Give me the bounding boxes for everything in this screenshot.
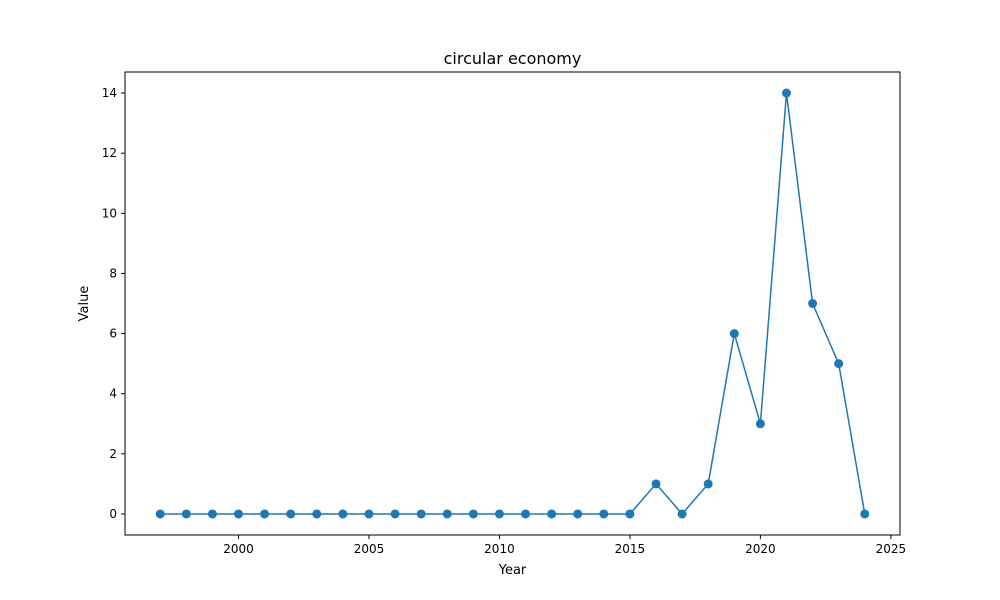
data-point — [390, 509, 400, 519]
data-point — [547, 509, 557, 519]
data-point — [416, 509, 426, 519]
data-point — [808, 299, 818, 308]
data-point — [338, 509, 348, 519]
y-axis-label: Value — [77, 286, 92, 322]
data-point — [729, 329, 739, 339]
y-tick-label: 14 — [102, 86, 117, 100]
data-point — [364, 509, 374, 519]
x-tick-label: 2000 — [223, 542, 254, 556]
data-point — [703, 479, 713, 489]
y-tick-label: 4 — [109, 387, 117, 401]
data-point — [834, 359, 844, 369]
y-tick-label: 8 — [109, 266, 117, 280]
y-axis: 0 2 4 6 8 10 12 14 — [102, 86, 125, 521]
chart-title: circular economy — [444, 49, 582, 68]
data-point — [468, 509, 478, 519]
y-tick-label: 10 — [102, 206, 117, 220]
x-axis: 2000 2005 2010 2015 2020 2025 — [223, 535, 906, 556]
data-point — [677, 509, 687, 519]
data-point — [860, 509, 870, 519]
series-line — [160, 92, 866, 515]
plot-area — [155, 88, 870, 519]
data-point — [625, 509, 635, 519]
data-point — [286, 509, 296, 519]
data-point — [181, 509, 191, 519]
data-point — [207, 509, 217, 519]
data-point — [312, 509, 322, 519]
data-point — [155, 509, 165, 519]
plot-frame — [124, 71, 901, 536]
data-point — [521, 509, 531, 519]
x-tick-label: 2025 — [876, 542, 907, 556]
data-point — [494, 509, 504, 519]
y-tick-label: 12 — [102, 146, 117, 160]
data-point — [442, 509, 452, 519]
data-point — [234, 509, 244, 519]
y-tick-label: 2 — [109, 447, 117, 461]
data-point — [651, 479, 661, 489]
data-point — [573, 509, 583, 519]
y-tick-label: 6 — [109, 327, 117, 341]
x-tick-label: 2005 — [354, 542, 385, 556]
x-axis-label: Year — [498, 563, 527, 578]
data-point — [260, 509, 270, 519]
data-point — [755, 419, 765, 429]
data-point — [781, 88, 791, 98]
data-point — [599, 509, 609, 519]
x-tick-label: 2020 — [745, 542, 776, 556]
x-tick-label: 2015 — [615, 542, 646, 556]
y-tick-label: 0 — [109, 507, 117, 521]
x-tick-label: 2010 — [484, 542, 515, 556]
